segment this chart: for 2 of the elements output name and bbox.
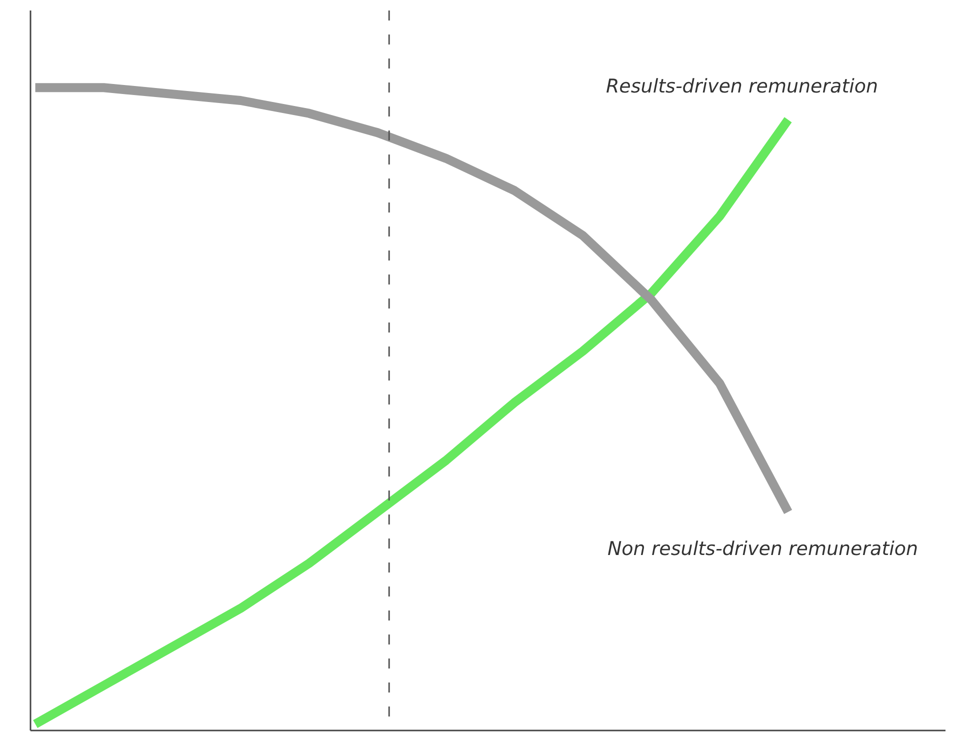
text: Results-driven remuneration <box>606 75 878 98</box>
text: Non results-driven remuneration <box>607 538 918 560</box>
